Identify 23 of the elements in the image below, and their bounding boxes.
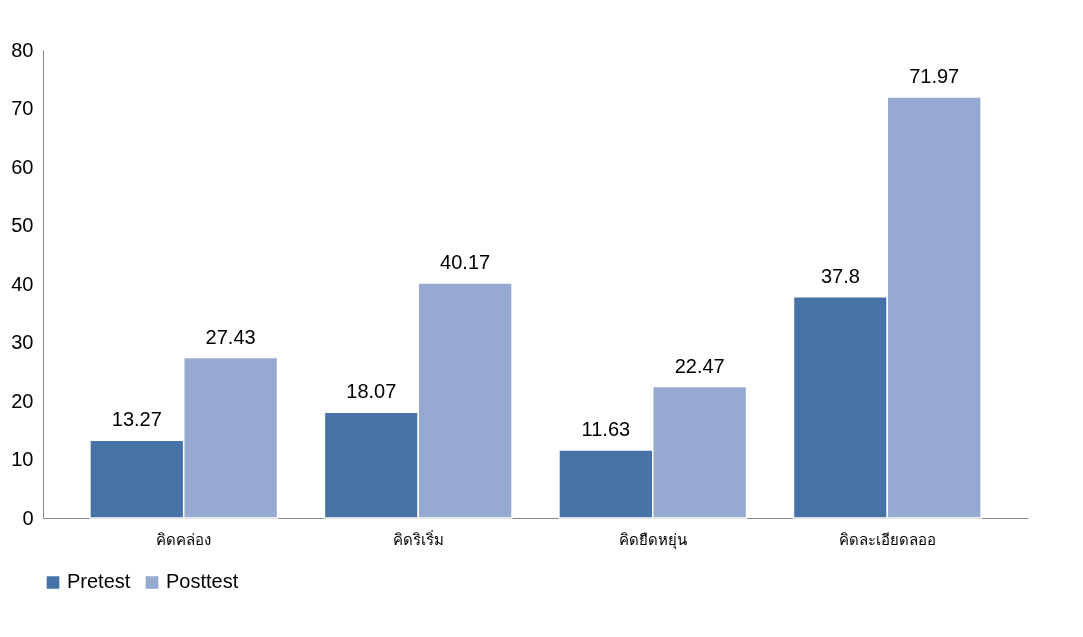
legend-label: Posttest xyxy=(166,570,239,593)
data-label: 22.47 xyxy=(674,354,725,377)
y-tick-label: 70 xyxy=(11,97,34,119)
data-label: 13.27 xyxy=(111,408,162,431)
y-tick-label: 10 xyxy=(11,448,34,470)
y-tick-label: 30 xyxy=(11,331,34,353)
y-tick-label: 20 xyxy=(11,389,34,412)
data-label: 11.63 xyxy=(581,417,631,440)
y-tick-label: 50 xyxy=(11,214,34,236)
y-tick-label: 80 xyxy=(11,38,34,61)
data-label: 71.97 xyxy=(909,64,960,87)
x-tick-label: คิดยืดหยุ่น xyxy=(618,530,687,550)
data-label: 40.17 xyxy=(440,251,491,274)
x-tick-label: คิดละเอียดลออ xyxy=(838,530,936,548)
y-tick-label: 60 xyxy=(11,155,34,178)
legend-label: Pretest xyxy=(67,570,131,593)
y-tick-label: 40 xyxy=(11,272,34,295)
x-tick-label: คิดริเริ่ม xyxy=(392,528,444,548)
x-tick-label: คิดคล่อง xyxy=(156,530,212,548)
data-label: 18.07 xyxy=(346,380,397,403)
data-label: 27.43 xyxy=(205,325,256,348)
y-tick-label: 0 xyxy=(22,506,34,529)
data-label: 37.8 xyxy=(820,264,860,287)
